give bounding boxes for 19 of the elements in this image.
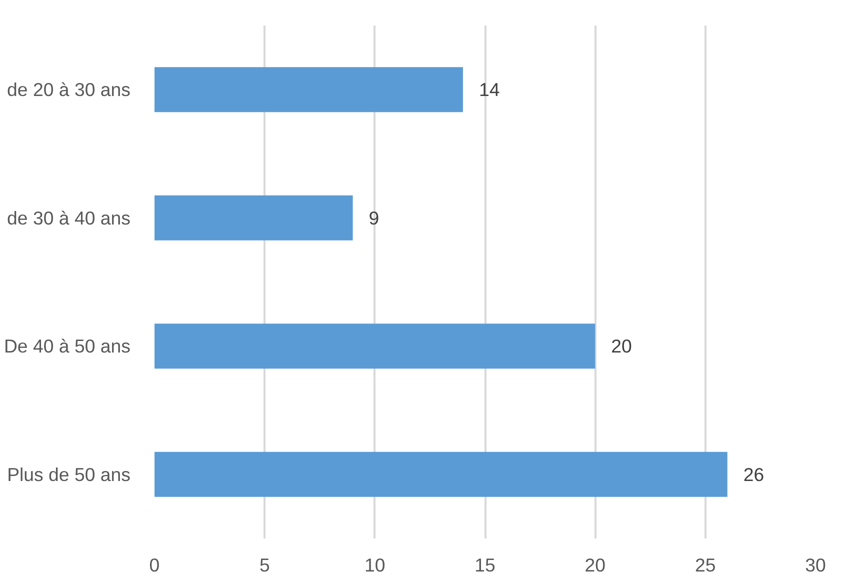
x-tick-label: 10 bbox=[364, 554, 386, 576]
bar bbox=[154, 452, 728, 497]
bar bbox=[154, 67, 463, 112]
x-tick-label: 0 bbox=[149, 554, 160, 576]
x-tick-label: 20 bbox=[584, 554, 606, 576]
x-tick-label: 25 bbox=[694, 554, 716, 576]
y-tick-label: de 20 à 30 ans bbox=[7, 79, 131, 100]
y-tick-label: Plus de 50 ans bbox=[7, 464, 131, 485]
bar bbox=[154, 195, 353, 240]
x-tick-label: 15 bbox=[474, 554, 496, 576]
bar bbox=[154, 324, 596, 369]
x-tick-label: 30 bbox=[805, 554, 826, 576]
y-tick-label: de 30 à 40 ans bbox=[7, 207, 131, 228]
y-tick-label: De 40 à 50 ans bbox=[4, 336, 131, 357]
data-label: 20 bbox=[611, 336, 632, 357]
data-label: 14 bbox=[478, 79, 500, 100]
data-label: 26 bbox=[743, 464, 764, 485]
x-tick-label: 5 bbox=[259, 554, 270, 576]
data-label: 9 bbox=[368, 207, 380, 228]
